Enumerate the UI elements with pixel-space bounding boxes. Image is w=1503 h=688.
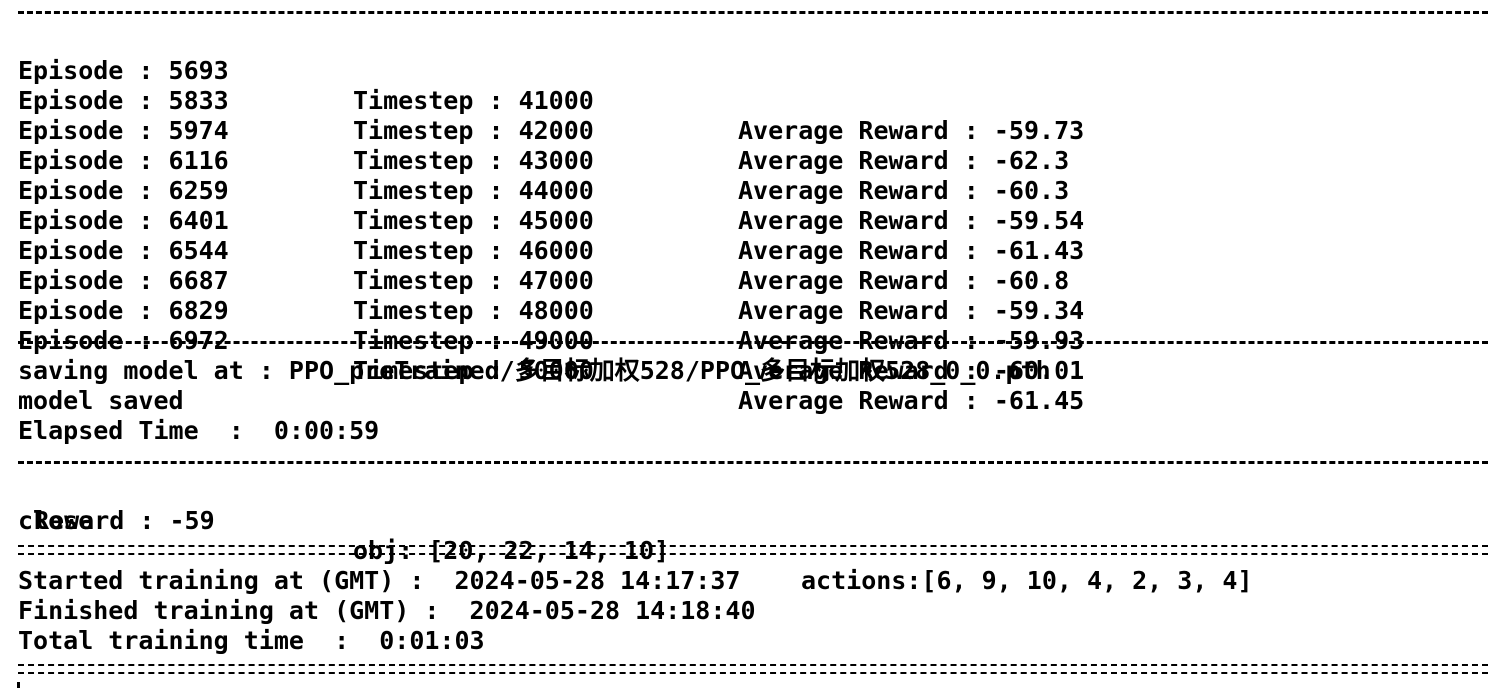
finished-training-line: Finished training at (GMT) : 2024-05-28 … <box>18 596 756 625</box>
timestep-text: Timestep : 47000 <box>353 266 594 295</box>
total-training-time-line: Total training time : 0:01:03 <box>18 626 485 655</box>
log-row: Episode : 6972 Timestep : 50000 Average … <box>18 296 1084 415</box>
log-row: Episode : 6687 Timestep : 48000 Average … <box>18 236 1084 355</box>
timestep-text: Timestep : 43000 <box>353 146 594 175</box>
timestep-text: Timestep : 49000 <box>353 326 594 355</box>
average-reward-text: Average Reward : -60.3 <box>738 176 1070 205</box>
close-line: close <box>18 506 94 535</box>
episode-text: Episode : 6401 <box>18 206 229 235</box>
average-reward-text: Average Reward : -60.01 <box>738 356 1085 385</box>
double-separator <box>18 545 1488 555</box>
average-reward-text: Average Reward : -59.93 <box>738 326 1085 355</box>
dashed-separator <box>18 341 1488 344</box>
log-row: Episode : 6116 Timestep : 44000 Average … <box>18 116 1084 235</box>
episode-text: Episode : 5693 <box>18 56 229 85</box>
log-row: Episode : 6259 Timestep : 45000 Average … <box>18 146 1084 265</box>
average-reward-text: Average Reward : -62.3 <box>738 146 1070 175</box>
dashed-separator <box>18 11 1488 14</box>
log-row: Episode : 6829 Timestep : 49000 Average … <box>18 266 1084 385</box>
started-training-line: Started training at (GMT) : 2024-05-28 1… <box>18 566 741 595</box>
episode-text: Episode : 6687 <box>18 266 229 295</box>
episode-text: Episode : 6116 <box>18 146 229 175</box>
episode-text: Episode : 5833 <box>18 86 229 115</box>
average-reward-text: Average Reward : -59.73 <box>738 116 1085 145</box>
reward-text: Reward : -59 <box>34 506 215 535</box>
episode-text: Episode : 6544 <box>18 236 229 265</box>
average-reward-text: Average Reward : -60.8 <box>738 266 1070 295</box>
timestep-text: Timestep : 45000 <box>353 206 594 235</box>
model-saved-line: model saved <box>18 386 184 415</box>
actions-text: actions:[6, 9, 10, 4, 2, 3, 4] <box>801 566 1253 595</box>
average-reward-text: Average Reward : -59.54 <box>738 206 1085 235</box>
text-cursor <box>17 682 20 688</box>
result-row: Reward : -59 obj: [20, 22, 14, 10] actio… <box>18 476 1253 595</box>
average-reward-text: Average Reward : -59.34 <box>738 296 1085 325</box>
episode-text: Episode : 5974 <box>18 116 229 145</box>
timestep-text: Timestep : 44000 <box>353 176 594 205</box>
double-separator <box>18 664 1488 674</box>
timestep-text: Timestep : 48000 <box>353 296 594 325</box>
dashed-separator <box>18 461 1488 464</box>
log-row: Episode : 5693 Timestep : 41000 Average … <box>18 26 1084 145</box>
timestep-text: Timestep : 50000 <box>353 356 594 385</box>
elapsed-time-line: Elapsed Time : 0:00:59 <box>18 416 380 445</box>
episode-text: Episode : 6829 <box>18 296 229 325</box>
timestep-text: Timestep : 41000 <box>353 86 594 115</box>
obj-text: obj: [20, 22, 14, 10] <box>353 536 670 565</box>
average-reward-text: Average Reward : -61.43 <box>738 236 1085 265</box>
timestep-text: Timestep : 42000 <box>353 116 594 145</box>
saving-model-line: saving model at : PPO_preTrained/多目标加权52… <box>18 356 1051 385</box>
log-row: Episode : 6544 Timestep : 47000 Average … <box>18 206 1084 325</box>
timestep-text: Timestep : 46000 <box>353 236 594 265</box>
log-row: Episode : 6401 Timestep : 46000 Average … <box>18 176 1069 295</box>
log-row: Episode : 5974 Timestep : 43000 Average … <box>18 86 1069 205</box>
average-reward-text: Average Reward : -61.45 <box>738 386 1085 415</box>
log-row: Episode : 5833 Timestep : 42000 Average … <box>18 56 1069 175</box>
episode-text: Episode : 6259 <box>18 176 229 205</box>
episode-text: Episode : 6972 <box>18 326 229 355</box>
